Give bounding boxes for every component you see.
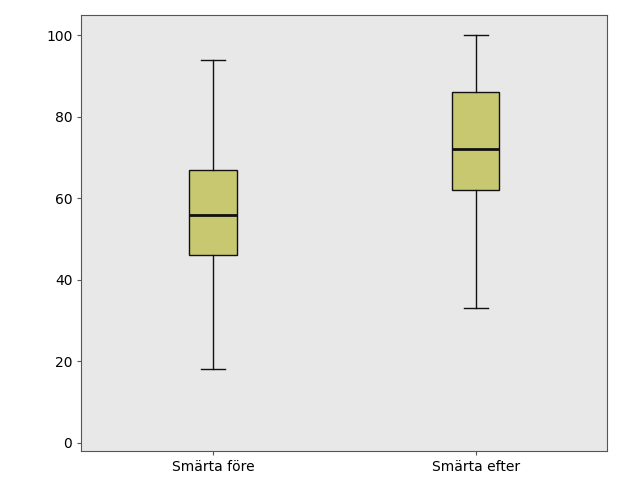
PathPatch shape bbox=[189, 170, 237, 256]
PathPatch shape bbox=[452, 92, 500, 190]
